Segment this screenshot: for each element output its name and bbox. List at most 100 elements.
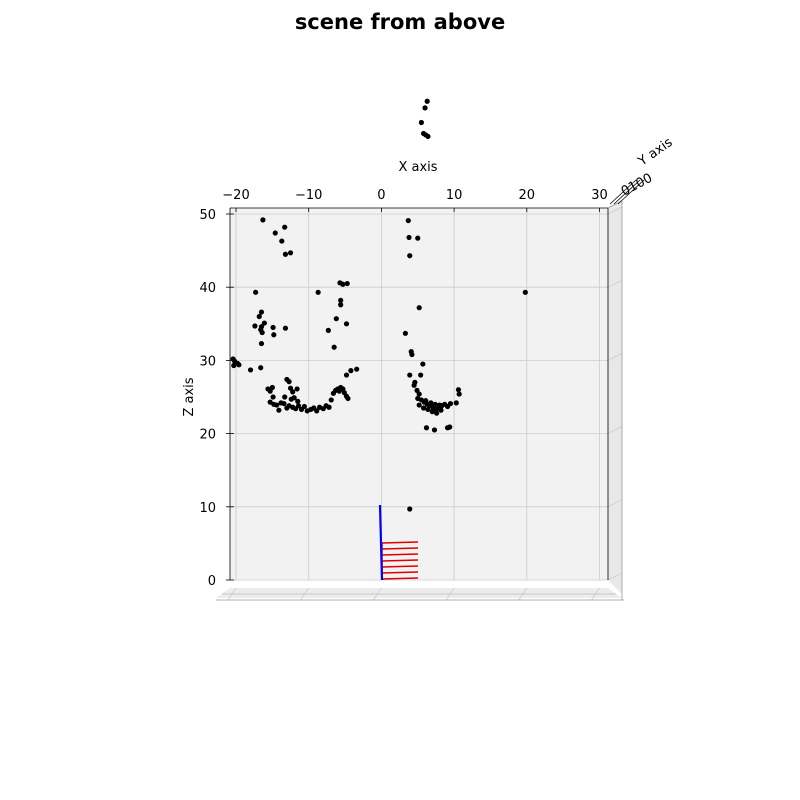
y-tick-labels: 0100: [619, 171, 655, 200]
floor-pane: [216, 588, 622, 598]
red-line-1: [381, 547, 419, 550]
chart-title: scene from above: [294, 10, 506, 34]
data-point: [522, 289, 528, 295]
data-point: [455, 387, 462, 393]
blue-line: [378, 504, 384, 581]
data-point: [343, 321, 350, 327]
y-tick-clutter: 0100: [609, 171, 655, 205]
data-point: [432, 401, 438, 407]
data-points: [230, 98, 528, 512]
z-tick-label-20: 20: [199, 428, 216, 443]
data-point: [281, 400, 287, 407]
data-point: [418, 119, 424, 126]
data-point: [236, 362, 242, 368]
data-point: [405, 217, 411, 224]
side-grid-z-40: [607, 279, 623, 288]
side-grid-z-0: [607, 572, 623, 581]
x-tick-label-30: 30: [591, 188, 608, 203]
data-point: [418, 372, 424, 378]
data-point: [295, 403, 302, 409]
data-point: [425, 133, 431, 140]
data-point: [453, 400, 459, 406]
z-ticks: 0 10 20 30 40 50: [199, 208, 234, 589]
data-point: [407, 253, 413, 259]
data-point: [279, 238, 285, 244]
red-line-4: [381, 565, 419, 568]
side-grid-z-30: [607, 353, 623, 361]
data-point: [428, 400, 434, 406]
data-point: [274, 402, 280, 408]
data-point: [333, 316, 339, 322]
data-point: [438, 407, 444, 413]
data-point: [423, 425, 430, 431]
data-point: [288, 396, 294, 402]
data-point: [447, 400, 454, 407]
data-point: [447, 424, 453, 430]
data-point: [429, 409, 435, 415]
data-point: [256, 313, 262, 320]
data-point: [287, 250, 294, 256]
data-point: [425, 406, 431, 413]
data-point: [270, 394, 276, 400]
z-tick-label-0: 0: [208, 574, 216, 589]
z-tick-label-30: 30: [199, 354, 216, 369]
data-point: [253, 289, 259, 295]
data-point: [420, 361, 426, 367]
data-point: [423, 398, 429, 404]
side-grid-z-20: [607, 426, 623, 434]
data-point: [282, 224, 288, 230]
data-point: [315, 289, 321, 295]
data-point: [290, 389, 296, 395]
x-tick-label--20: −20: [222, 188, 249, 203]
data-point: [231, 362, 237, 369]
side-grid-z-10: [607, 499, 623, 508]
side-grid-z-50: [607, 206, 623, 215]
data-point: [325, 327, 331, 333]
data-point: [415, 235, 421, 241]
data-point: [344, 280, 350, 287]
z-tick-label-50: 50: [199, 208, 216, 223]
data-point: [295, 398, 301, 404]
data-point: [258, 309, 265, 315]
data-point: [436, 402, 443, 408]
y-axis-label: Y axis: [635, 135, 676, 170]
x-axis-label: X axis: [398, 160, 437, 175]
data-point: [456, 391, 462, 397]
grid-lines: [227, 206, 623, 601]
data-point: [434, 410, 440, 416]
data-point: [338, 302, 344, 308]
data-point: [416, 305, 422, 311]
data-point: [267, 388, 273, 394]
data-point: [301, 403, 307, 410]
data-point: [282, 394, 288, 400]
data-point: [420, 405, 427, 411]
data-point: [343, 372, 350, 378]
data-point: [338, 297, 344, 303]
data-point: [345, 395, 351, 402]
red-line-2: [381, 553, 419, 556]
data-point: [270, 324, 276, 331]
data-point: [354, 366, 360, 372]
red-lines: [381, 541, 419, 580]
x-tick-label-20: 20: [519, 188, 536, 203]
data-point: [286, 379, 292, 385]
data-point: [326, 404, 332, 410]
side-pane: [608, 201, 622, 594]
data-point: [416, 391, 422, 397]
data-point: [276, 407, 282, 413]
z-tick-label-10: 10: [199, 501, 216, 516]
data-point: [261, 320, 267, 326]
data-point: [247, 367, 254, 373]
data-point: [424, 98, 430, 104]
data-point: [416, 402, 422, 408]
red-line-5: [381, 571, 419, 574]
x-ticks: −20 −10 0 10 20 30: [222, 188, 608, 212]
red-line-3: [381, 559, 419, 562]
data-point: [258, 365, 264, 371]
x-tick-label-0: 0: [377, 188, 385, 203]
data-point: [260, 217, 266, 223]
data-point: [282, 251, 289, 257]
data-point: [314, 408, 320, 414]
data-point: [407, 372, 413, 378]
